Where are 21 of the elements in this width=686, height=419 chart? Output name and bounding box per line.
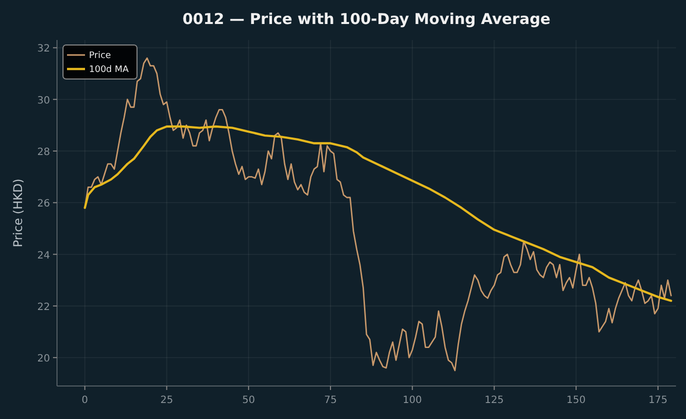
y-tick-label: 22 — [37, 302, 50, 313]
line-series — [84, 57, 672, 372]
x-tick-label: 25 — [160, 395, 174, 406]
chart-title: 0012 — Price with 100-Day Moving Average — [182, 10, 550, 28]
y-tick-label: 24 — [37, 250, 50, 262]
x-tick-label: 125 — [484, 395, 504, 406]
x-tick-label: 150 — [566, 395, 586, 406]
legend-label: 100d MA — [89, 65, 130, 75]
x-tick-label: 50 — [242, 395, 255, 406]
y-tick-label: 30 — [37, 95, 50, 106]
x-tick-label: 100 — [402, 395, 422, 406]
x-tick-label: 75 — [324, 395, 337, 406]
y-tick-label: 26 — [37, 198, 50, 210]
y-axis-title: Price (HKD) — [11, 178, 25, 248]
y-tick-label: 28 — [37, 147, 50, 158]
x-tick-label: 0 — [82, 395, 88, 406]
line-series — [84, 125, 672, 302]
y-tick-label: 20 — [37, 354, 50, 365]
legend-label: Price — [89, 51, 112, 61]
y-tick-label: 32 — [37, 44, 50, 55]
x-tick-label: 175 — [648, 395, 668, 406]
